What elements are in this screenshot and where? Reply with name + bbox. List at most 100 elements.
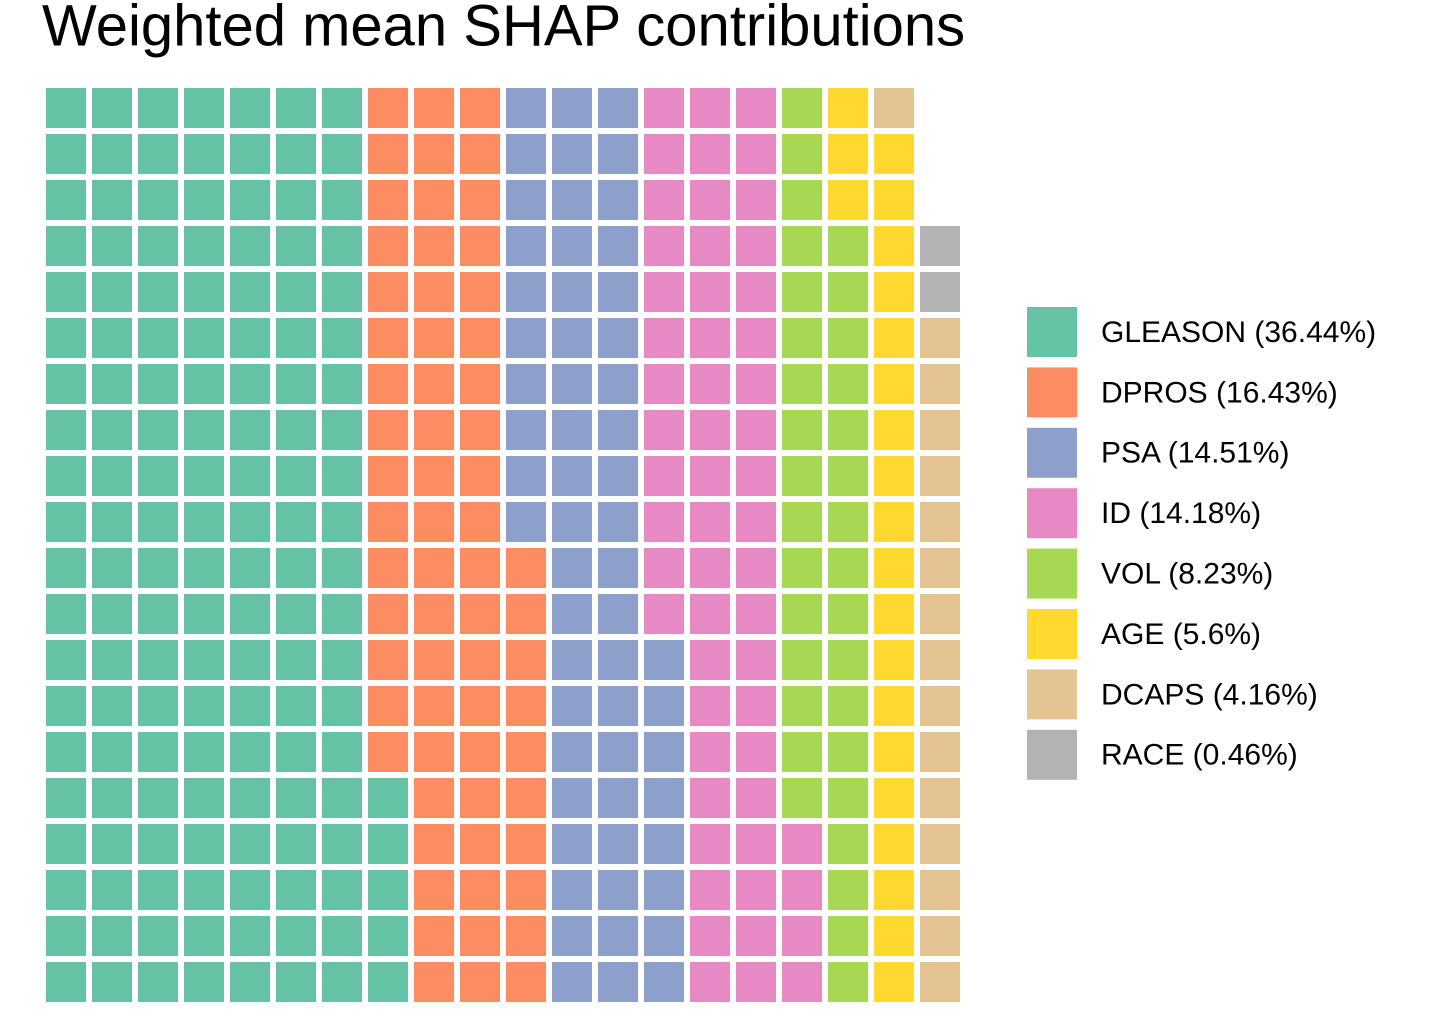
waffle-cell (322, 640, 362, 680)
waffle-cell (920, 364, 960, 404)
waffle-cell (828, 456, 868, 496)
waffle-cell (828, 594, 868, 634)
waffle-cell (552, 778, 592, 818)
waffle-cell (690, 778, 730, 818)
waffle-cell (368, 686, 408, 726)
waffle-cell (138, 502, 178, 542)
waffle-cell (920, 456, 960, 496)
waffle-cell (598, 962, 638, 1002)
waffle-cell (736, 870, 776, 910)
waffle-cell (506, 594, 546, 634)
waffle-cell (92, 548, 132, 588)
waffle-cell (552, 226, 592, 266)
waffle-cell (874, 134, 914, 174)
waffle-cell (230, 318, 270, 358)
waffle-cell (46, 502, 86, 542)
waffle-cell (460, 594, 500, 634)
waffle-cell (230, 272, 270, 312)
waffle-cell (874, 272, 914, 312)
waffle-cell (184, 318, 224, 358)
waffle-cell (276, 916, 316, 956)
waffle-cell (506, 226, 546, 266)
waffle-cell (460, 640, 500, 680)
waffle-cell (690, 732, 730, 772)
waffle-cell (736, 410, 776, 450)
waffle-cell (460, 134, 500, 174)
waffle-cell (230, 732, 270, 772)
waffle-cell (874, 410, 914, 450)
waffle-cell (92, 640, 132, 680)
waffle-cell (690, 686, 730, 726)
waffle-cell (92, 962, 132, 1002)
waffle-cell (138, 134, 178, 174)
waffle-cell (368, 134, 408, 174)
waffle-cell (322, 870, 362, 910)
waffle-cell (322, 180, 362, 220)
waffle-cell (644, 916, 684, 956)
waffle-cell (828, 364, 868, 404)
waffle-cell (138, 318, 178, 358)
waffle-cell (690, 870, 730, 910)
waffle-cell (46, 88, 86, 128)
waffle-cell (828, 134, 868, 174)
waffle-cell (828, 226, 868, 266)
waffle-cell (322, 594, 362, 634)
waffle-cell (322, 88, 362, 128)
waffle-cell (644, 732, 684, 772)
waffle-cell (552, 364, 592, 404)
waffle-cell (276, 226, 316, 266)
waffle-cell (690, 134, 730, 174)
waffle-cell (276, 502, 316, 542)
waffle-cell (598, 502, 638, 542)
waffle-cell (782, 502, 822, 542)
waffle-cell (874, 364, 914, 404)
waffle-cell (368, 640, 408, 680)
waffle-cell (138, 686, 178, 726)
waffle-cell (322, 824, 362, 864)
waffle-cell (92, 870, 132, 910)
waffle-cell (644, 502, 684, 542)
waffle-cell (368, 916, 408, 956)
waffle-cell (598, 548, 638, 588)
waffle-cell (414, 824, 454, 864)
waffle-cell (920, 870, 960, 910)
waffle-cell (644, 456, 684, 496)
waffle-cell (368, 594, 408, 634)
waffle-cell (874, 824, 914, 864)
waffle-cell (276, 180, 316, 220)
waffle-cell (552, 594, 592, 634)
waffle-cell (782, 364, 822, 404)
waffle-cell (46, 732, 86, 772)
waffle-cell (920, 732, 960, 772)
waffle-cell (460, 410, 500, 450)
waffle-cell (598, 686, 638, 726)
waffle-cell (138, 88, 178, 128)
waffle-cell (368, 226, 408, 266)
waffle-cell (644, 410, 684, 450)
waffle-cell (552, 134, 592, 174)
waffle-cell (506, 916, 546, 956)
waffle-cell (46, 548, 86, 588)
waffle-cell (368, 88, 408, 128)
waffle-cell (276, 962, 316, 1002)
waffle-cell (368, 272, 408, 312)
waffle-cell (598, 594, 638, 634)
waffle-cell (598, 640, 638, 680)
waffle-cell (782, 870, 822, 910)
waffle-cell (322, 732, 362, 772)
waffle-cell (644, 272, 684, 312)
waffle-cell (276, 88, 316, 128)
waffle-cell (322, 410, 362, 450)
waffle-cell (782, 594, 822, 634)
waffle-cell (690, 364, 730, 404)
waffle-cell (874, 640, 914, 680)
waffle-cell (736, 134, 776, 174)
waffle-cell (230, 962, 270, 1002)
waffle-cell (506, 272, 546, 312)
waffle-cell (322, 226, 362, 266)
waffle-cell (552, 962, 592, 1002)
waffle-cell (322, 502, 362, 542)
waffle-cell (184, 88, 224, 128)
waffle-cell (598, 226, 638, 266)
waffle-cell (46, 824, 86, 864)
